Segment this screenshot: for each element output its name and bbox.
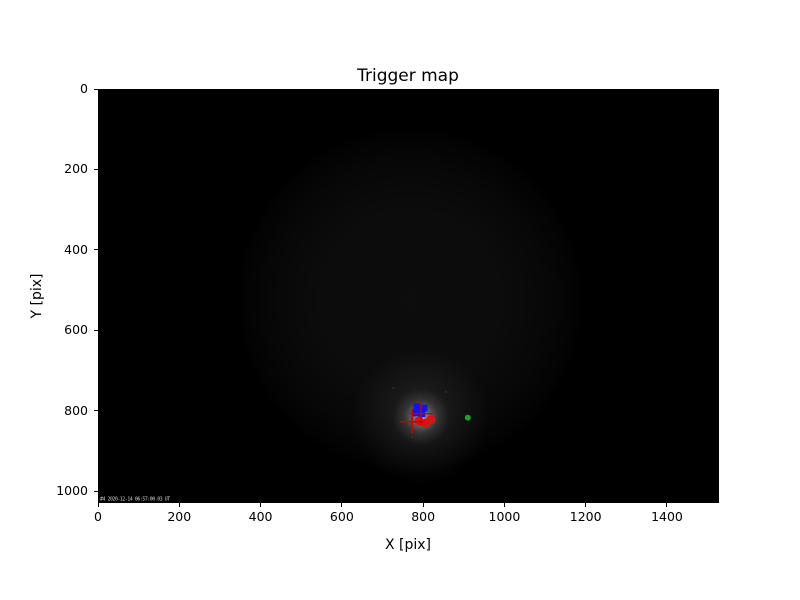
image-timestamp-overlay: #4 2020-12-14 06:57:00.03 UT xyxy=(100,496,170,502)
y-tick-mark xyxy=(94,490,98,492)
x-tick-label: 800 xyxy=(411,509,436,524)
chart-title: Trigger map xyxy=(357,66,459,86)
y-tick-label: 1000 xyxy=(56,483,88,499)
x-tick-label: 1000 xyxy=(488,509,521,524)
x-tick-mark xyxy=(260,503,262,507)
x-tick-label: 1400 xyxy=(651,509,683,524)
green-dot-marker xyxy=(464,414,471,421)
y-tick-label: 600 xyxy=(64,322,88,338)
x-tick-label: 200 xyxy=(167,509,192,524)
blue-squares-marker xyxy=(413,403,421,411)
y-tick-mark xyxy=(94,329,98,331)
y-tick-label: 200 xyxy=(64,161,88,177)
y-tick-mark xyxy=(94,88,98,90)
x-axis-label: X [pix] xyxy=(384,537,432,553)
y-tick-label: 400 xyxy=(64,241,88,257)
plot-area: #4 2020-12-14 06:57:00.03 UT xyxy=(98,89,719,503)
faint-specks-marker xyxy=(410,436,413,439)
vignette-glow xyxy=(235,126,585,473)
faint-specks-marker xyxy=(392,386,395,389)
red-crosses-marker xyxy=(400,409,425,434)
x-tick-mark xyxy=(178,503,180,507)
y-tick-mark xyxy=(94,249,98,251)
faint-specks-marker xyxy=(444,390,447,393)
x-tick-mark xyxy=(666,503,668,507)
x-tick-label: 600 xyxy=(329,509,354,524)
y-tick-mark xyxy=(94,410,98,412)
x-tick-mark xyxy=(341,503,343,507)
x-tick-mark xyxy=(422,503,424,507)
y-tick-label: 0 xyxy=(80,81,88,96)
x-tick-mark xyxy=(97,503,99,507)
blue-squares-marker xyxy=(420,404,428,412)
x-tick-label: 400 xyxy=(248,509,273,524)
y-axis-label: Y [pix] xyxy=(29,273,45,319)
image-canvas xyxy=(235,126,585,486)
x-tick-label: 0 xyxy=(94,509,102,524)
y-tick-label: 800 xyxy=(64,402,88,418)
blue-squares-marker xyxy=(411,409,419,417)
x-tick-label: 1200 xyxy=(569,509,602,524)
x-tick-mark xyxy=(585,503,587,507)
x-tick-mark xyxy=(503,503,505,507)
y-tick-mark xyxy=(94,168,98,170)
red-dots-marker xyxy=(426,415,436,425)
